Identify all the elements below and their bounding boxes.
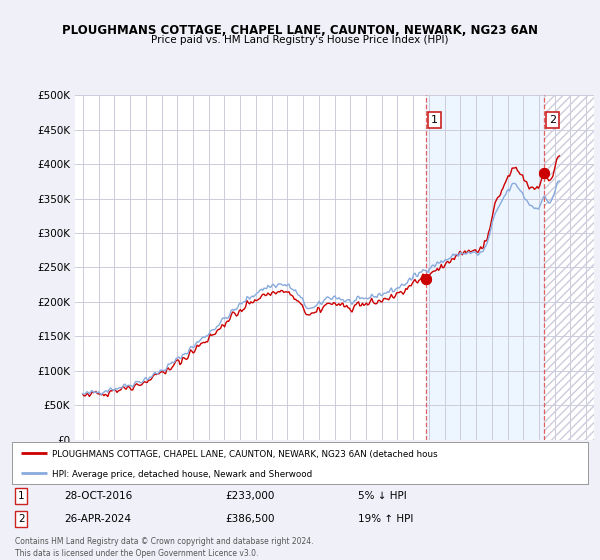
Text: 19% ↑ HPI: 19% ↑ HPI xyxy=(358,514,413,524)
Text: Contains HM Land Registry data © Crown copyright and database right 2024.
This d: Contains HM Land Registry data © Crown c… xyxy=(15,537,314,558)
Text: 1: 1 xyxy=(18,491,25,501)
Text: £386,500: £386,500 xyxy=(225,514,275,524)
Text: 28-OCT-2016: 28-OCT-2016 xyxy=(64,491,132,501)
Text: PLOUGHMANS COTTAGE, CHAPEL LANE, CAUNTON, NEWARK, NG23 6AN (detached hous: PLOUGHMANS COTTAGE, CHAPEL LANE, CAUNTON… xyxy=(52,450,438,459)
Text: 26-APR-2024: 26-APR-2024 xyxy=(64,514,131,524)
Text: Price paid vs. HM Land Registry's House Price Index (HPI): Price paid vs. HM Land Registry's House … xyxy=(151,35,449,45)
Bar xyxy=(544,95,594,440)
Bar xyxy=(426,95,544,440)
Text: 2: 2 xyxy=(18,514,25,524)
Bar xyxy=(544,95,594,440)
Text: £233,000: £233,000 xyxy=(225,491,274,501)
Text: 5% ↓ HPI: 5% ↓ HPI xyxy=(358,491,406,501)
Text: HPI: Average price, detached house, Newark and Sherwood: HPI: Average price, detached house, Newa… xyxy=(52,470,313,479)
Text: 1: 1 xyxy=(431,115,438,125)
Text: 2: 2 xyxy=(549,115,556,125)
Text: PLOUGHMANS COTTAGE, CHAPEL LANE, CAUNTON, NEWARK, NG23 6AN: PLOUGHMANS COTTAGE, CHAPEL LANE, CAUNTON… xyxy=(62,24,538,36)
